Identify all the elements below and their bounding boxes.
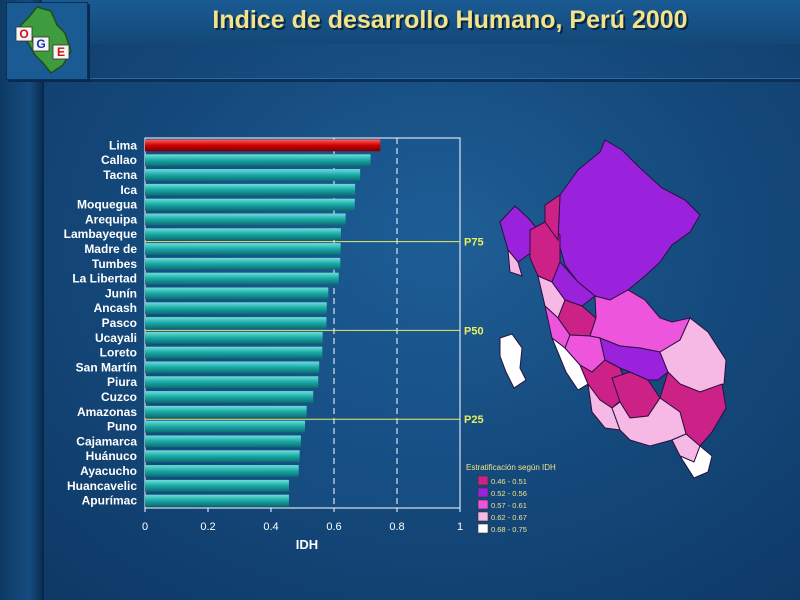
- x-tick-labels: 0 0.2 0.4 0.6 0.8 1: [142, 521, 463, 533]
- legend-label: 0.57 - 0.61: [491, 501, 527, 510]
- category-label: La Libertad: [72, 272, 137, 286]
- category-label: Huánuco: [86, 449, 137, 463]
- category-label: Moquegua: [77, 198, 137, 212]
- category-label: Tacna: [103, 168, 137, 182]
- category-labels: LimaCallaoTacnaIcaMoqueguaArequipaLambay…: [64, 138, 138, 507]
- bar-series: [145, 139, 381, 507]
- peru-logo-icon: O G E: [15, 6, 72, 75]
- x-axis-label: IDH: [296, 537, 318, 552]
- category-label: Lambayeque: [64, 227, 138, 241]
- legend-label: 0.46 - 0.51: [491, 477, 527, 486]
- bar-la-libertad: [145, 272, 339, 285]
- bar-huancavelic: [145, 479, 289, 492]
- bar-lima: [145, 139, 381, 152]
- bar-ica: [145, 183, 356, 196]
- category-label: Arequipa: [85, 212, 137, 226]
- bar-callao: [145, 154, 371, 167]
- category-label: San Martín: [76, 360, 137, 374]
- bar-san-mart-n: [145, 361, 320, 374]
- region-lima-detail: [499, 333, 527, 389]
- bar-jun-n: [145, 287, 329, 300]
- category-label: Ayacucho: [80, 464, 137, 478]
- percentile-lines: P75 P50 P25: [145, 237, 484, 426]
- legend-swatch: [477, 487, 489, 498]
- x-tick-label: 0.8: [389, 521, 404, 533]
- logo-letter-e: E: [57, 45, 65, 59]
- category-label: Puno: [107, 420, 137, 434]
- bar-hu-nuco: [145, 450, 300, 463]
- percentile-label-p75: P75: [464, 237, 484, 249]
- legend-items: 0.46 - 0.51 0.52 - 0.56 0.57 - 0.61 0.62 - …: [477, 475, 527, 534]
- category-label: Cuzco: [101, 390, 137, 404]
- legend-swatch: [477, 499, 489, 510]
- bar-arequipa: [145, 213, 346, 226]
- bar-cajamarca: [145, 435, 301, 448]
- top-decor-bar: [42, 0, 800, 44]
- bar-ayacucho: [145, 465, 299, 477]
- legend-label: 0.62 - 0.67: [491, 513, 527, 522]
- oge-logo: O G E: [6, 2, 88, 80]
- category-label: Loreto: [100, 346, 137, 360]
- category-label: Lima: [109, 138, 137, 152]
- page-title: Indice de desarrollo Humano, Perú 2000: [212, 6, 688, 34]
- category-label: Madre de: [84, 242, 137, 256]
- legend-label: 0.52 - 0.56: [491, 489, 527, 498]
- category-label: Huancavelic: [67, 479, 137, 493]
- logo-letter-o: O: [19, 27, 28, 41]
- category-label: Tumbes: [92, 257, 137, 271]
- region-amazonas: [544, 194, 561, 242]
- percentile-label-p50: P50: [464, 325, 484, 337]
- category-label: Cajamarca: [76, 434, 137, 448]
- x-tick-label: 0: [142, 521, 148, 533]
- x-tick-label: 0.4: [263, 521, 278, 533]
- bar-puno: [145, 420, 306, 433]
- bar-ancash: [145, 302, 327, 315]
- bar-ucayali: [145, 331, 323, 344]
- category-label: Callao: [101, 153, 137, 167]
- region-cuzco-north: [599, 337, 669, 381]
- bar-piura: [145, 376, 319, 389]
- region-tacna: [678, 445, 713, 479]
- category-label: Amazonas: [77, 405, 137, 419]
- legend-swatch: [477, 511, 489, 522]
- legend-title: Estratificación según IDH: [466, 463, 556, 472]
- header-divider: [42, 78, 800, 82]
- bar-loreto: [145, 346, 323, 359]
- bar-moquegua: [145, 198, 355, 211]
- legend-swatch: [477, 523, 489, 534]
- category-label: Pasco: [102, 316, 137, 330]
- category-label: Ica: [120, 183, 137, 197]
- x-tick-label: 1: [457, 521, 463, 533]
- region-arequipa: [611, 397, 687, 447]
- bar-tacna: [145, 169, 361, 181]
- category-label: Ucayali: [95, 331, 137, 345]
- category-label: Junín: [105, 286, 137, 300]
- category-label: Ancash: [94, 301, 137, 315]
- bar-lambayeque: [145, 228, 341, 241]
- bar-amazonas: [145, 405, 307, 418]
- category-label: Apurímac: [82, 494, 138, 508]
- logo-letter-g: G: [36, 37, 45, 51]
- bar-apur-mac: [145, 494, 289, 507]
- region-lambayeque: [507, 248, 523, 277]
- legend-label: 0.68 - 0.75: [491, 525, 527, 534]
- legend-swatch: [477, 475, 489, 486]
- bar-cuzco: [145, 391, 314, 403]
- bar-tumbes: [145, 257, 341, 270]
- bar-madre-de: [145, 243, 341, 255]
- x-tick-label: 0.2: [200, 521, 215, 533]
- left-decor-bar: [0, 0, 44, 600]
- category-label: Piura: [107, 375, 137, 389]
- percentile-label-p25: P25: [464, 414, 484, 426]
- bar-pasco: [145, 317, 327, 329]
- x-tick-label: 0.6: [326, 521, 341, 533]
